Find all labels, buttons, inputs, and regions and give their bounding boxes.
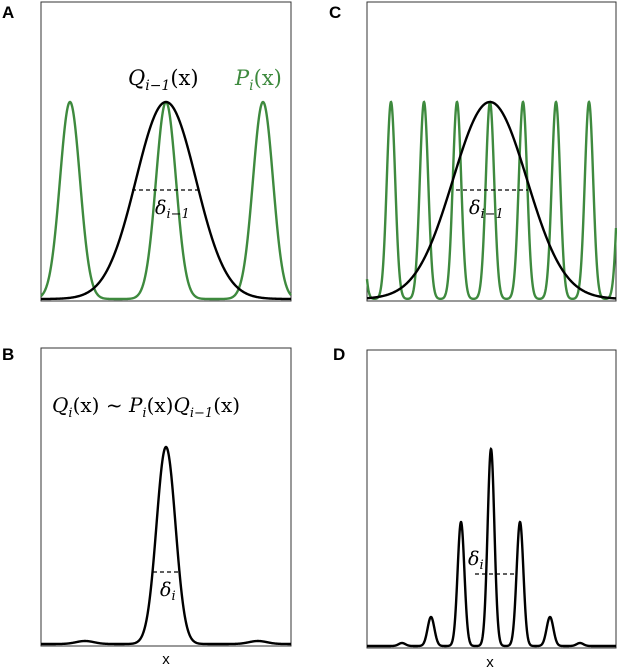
panel-a-delta-label: δi−1	[155, 197, 190, 222]
panel-letter-a: A	[2, 3, 14, 22]
panel-b-q-curve	[41, 445, 291, 646]
panel-c-q-curve	[366, 100, 617, 300]
panel-letter-c: C	[329, 3, 341, 22]
panel-b-frame	[40, 347, 292, 647]
panel-a-q-label: Qi−1(x)	[128, 66, 199, 94]
panel-b-delta-label: δi	[160, 579, 176, 604]
panel-c-frame	[366, 1, 617, 302]
panel-a-p-label: Pi(x)	[234, 66, 282, 94]
panel-d-frame	[366, 349, 617, 649]
panel-b-equation: Qi(x) ~ Pi(x)Qi−1(x)	[52, 393, 240, 421]
panel-a-q-curve	[40, 100, 292, 301]
panel-b-x-label: x	[162, 651, 170, 668]
panel-d-q-curve	[367, 446, 616, 648]
panel-a-frame	[40, 1, 292, 302]
panel-letter-d: D	[333, 345, 345, 364]
panel-d-x-label: x	[486, 654, 494, 671]
panel-d-delta-label: δi	[468, 548, 484, 573]
panel-letter-b: B	[2, 345, 14, 364]
panel-c-delta-label: δi−1	[469, 197, 504, 222]
panel-c-p-curve	[365, 100, 617, 301]
